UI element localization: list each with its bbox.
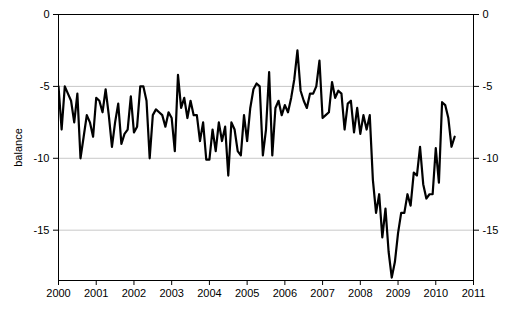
svg-text:-5: -5 xyxy=(483,80,493,92)
svg-text:-5: -5 xyxy=(40,80,50,92)
svg-text:2005: 2005 xyxy=(235,287,259,299)
svg-text:2000: 2000 xyxy=(46,287,70,299)
svg-text:2003: 2003 xyxy=(159,287,183,299)
svg-text:-15: -15 xyxy=(483,224,499,236)
svg-text:2001: 2001 xyxy=(84,287,108,299)
svg-text:2004: 2004 xyxy=(197,287,221,299)
svg-text:2007: 2007 xyxy=(310,287,334,299)
svg-text:balance: balance xyxy=(12,128,24,167)
svg-text:2010: 2010 xyxy=(424,287,448,299)
svg-text:-10: -10 xyxy=(483,152,499,164)
svg-text:0: 0 xyxy=(43,8,49,20)
svg-text:2006: 2006 xyxy=(273,287,297,299)
svg-text:2008: 2008 xyxy=(348,287,372,299)
svg-text:0: 0 xyxy=(483,8,489,20)
svg-text:2011: 2011 xyxy=(462,287,486,299)
svg-text:2002: 2002 xyxy=(122,287,146,299)
svg-text:-10: -10 xyxy=(34,152,50,164)
svg-text:2009: 2009 xyxy=(386,287,410,299)
svg-text:-15: -15 xyxy=(34,224,50,236)
